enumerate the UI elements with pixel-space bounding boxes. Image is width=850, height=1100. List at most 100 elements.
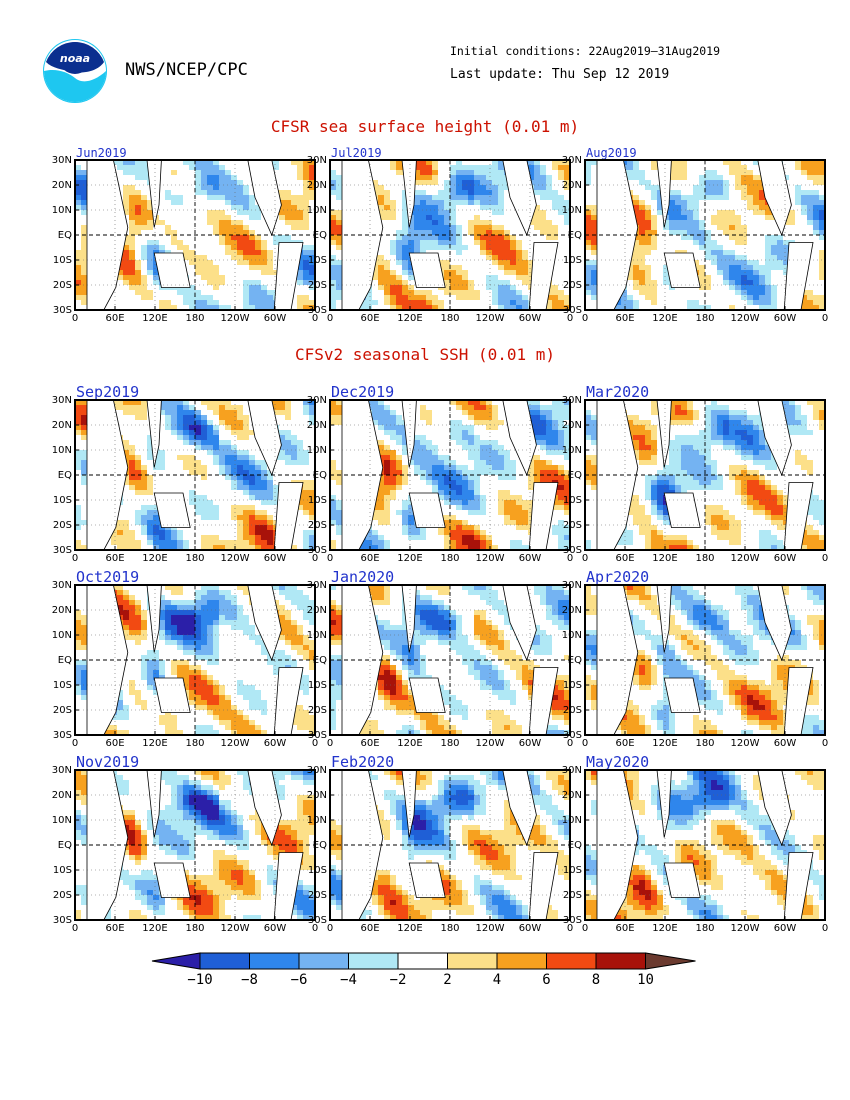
- x-tick-label: 60E: [360, 553, 379, 564]
- y-tick-label: 20S: [563, 520, 582, 531]
- y-tick-label: 20N: [307, 420, 327, 431]
- x-tick-label: 60W: [774, 313, 797, 324]
- y-tick-label: 10S: [563, 865, 582, 876]
- x-tick-label: 120E: [652, 553, 677, 564]
- panel-title: May2020: [586, 753, 649, 771]
- colorbar-bin: [546, 952, 597, 970]
- colorbar-label: −6: [291, 972, 308, 988]
- y-tick-label: 10N: [52, 630, 72, 641]
- x-tick-label: 180: [695, 923, 714, 934]
- x-tick-label: 0: [72, 738, 78, 749]
- y-tick-label: 10N: [562, 205, 582, 216]
- x-tick-label: 0: [822, 738, 828, 749]
- continent-outline: [528, 482, 559, 551]
- y-tick-label: 30N: [307, 765, 327, 776]
- y-tick-label: 20N: [307, 790, 327, 801]
- x-tick-label: 120W: [731, 313, 760, 324]
- y-tick-label: 10N: [562, 630, 582, 641]
- panel-title: Jan2020: [331, 568, 394, 586]
- x-tick-label: 120E: [652, 923, 677, 934]
- y-tick-label: EQ: [58, 230, 72, 241]
- x-tick-label: 60W: [519, 313, 542, 324]
- x-tick-label: 0: [327, 923, 333, 934]
- y-tick-label: 30S: [308, 730, 327, 741]
- x-tick-label: 0: [582, 313, 588, 324]
- y-tick-label: EQ: [313, 230, 327, 241]
- x-tick-label: 120E: [397, 923, 422, 934]
- y-tick-label: 20S: [308, 520, 327, 531]
- x-tick-label: 0: [327, 738, 333, 749]
- x-tick-label: 0: [312, 738, 318, 749]
- continent-outline: [663, 492, 701, 528]
- x-tick-label: 0: [567, 738, 573, 749]
- observed-section-title: CFSR sea surface height (0.01 m): [270, 117, 580, 136]
- x-tick-label: 120W: [731, 923, 760, 934]
- x-tick-label: 60W: [774, 738, 797, 749]
- panel-title: Feb2020: [331, 753, 394, 771]
- continent-outline: [408, 862, 446, 898]
- x-tick-label: 120W: [476, 313, 505, 324]
- x-tick-label: 120W: [476, 738, 505, 749]
- y-tick-label: 20N: [307, 605, 327, 616]
- panel-title: Oct2019: [76, 568, 139, 586]
- x-tick-label: 60W: [519, 738, 542, 749]
- y-tick-label: 20S: [308, 705, 327, 716]
- x-tick-label: 180: [695, 313, 714, 324]
- y-tick-label: 30S: [563, 730, 582, 741]
- continent-outline: [663, 252, 701, 288]
- colorbar-bin: [199, 952, 250, 970]
- y-tick-label: 10S: [53, 680, 72, 691]
- y-tick-label: 20N: [562, 180, 582, 191]
- y-tick-label: 30S: [53, 545, 72, 556]
- y-tick-label: 20S: [308, 280, 327, 291]
- colorbar-bin: [298, 952, 349, 970]
- x-tick-label: 0: [567, 553, 573, 564]
- x-tick-label: 120E: [142, 923, 167, 934]
- continent-outline: [153, 862, 191, 898]
- colorbar-label: 10: [637, 972, 654, 988]
- panel-title: Mar2020: [586, 383, 649, 401]
- x-tick-label: 0: [312, 553, 318, 564]
- y-tick-label: 10N: [307, 815, 327, 826]
- y-tick-label: 10N: [52, 205, 72, 216]
- x-tick-label: 120W: [221, 553, 250, 564]
- initial-conditions: Initial conditions: 22Aug2019–31Aug2019: [450, 44, 721, 58]
- y-tick-label: 30S: [563, 545, 582, 556]
- continent-outline: [153, 677, 191, 713]
- x-tick-label: 120E: [397, 313, 422, 324]
- x-tick-label: 120W: [221, 738, 250, 749]
- continent-outline: [528, 852, 559, 921]
- y-tick-label: EQ: [313, 655, 327, 666]
- y-tick-label: 30N: [52, 395, 72, 406]
- y-tick-label: 10S: [308, 865, 327, 876]
- panel-title: Dec2019: [331, 383, 394, 401]
- continent-outline: [408, 677, 446, 713]
- y-tick-label: 10S: [563, 495, 582, 506]
- y-tick-label: 30S: [308, 915, 327, 926]
- y-tick-label: 20S: [308, 890, 327, 901]
- y-tick-label: 10S: [53, 255, 72, 266]
- x-tick-label: 120E: [397, 738, 422, 749]
- y-tick-label: 10S: [563, 680, 582, 691]
- x-tick-label: 0: [822, 313, 828, 324]
- x-tick-label: 60W: [264, 923, 287, 934]
- continent-outline: [408, 252, 446, 288]
- x-tick-label: 120E: [652, 313, 677, 324]
- x-tick-label: 0: [312, 923, 318, 934]
- colorbar-label: 6: [542, 972, 550, 988]
- y-tick-label: 30S: [563, 305, 582, 316]
- y-tick-label: 30N: [52, 580, 72, 591]
- x-tick-label: 0: [582, 923, 588, 934]
- y-tick-label: EQ: [58, 655, 72, 666]
- colorbar-label: −8: [241, 972, 258, 988]
- x-tick-label: 180: [440, 923, 459, 934]
- y-tick-label: 20S: [53, 890, 72, 901]
- x-tick-label: 0: [822, 923, 828, 934]
